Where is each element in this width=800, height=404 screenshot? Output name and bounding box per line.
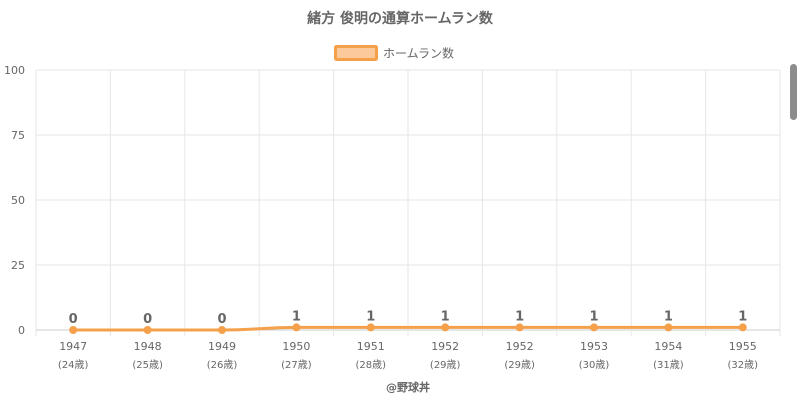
- data-point[interactable]: [515, 323, 524, 332]
- y-tick-label: 25: [11, 259, 25, 272]
- x-tick-label: 1949: [208, 340, 236, 353]
- legend[interactable]: ホームラン数: [334, 45, 455, 61]
- x-axis-ticks: 1947 (24歳) 1948 (25歳) 1949 (26歳) 1950 (27歳) 1951…: [58, 340, 758, 371]
- data-label: 1: [515, 309, 524, 324]
- x-tick-sublabel: (30歳): [579, 359, 610, 371]
- data-point[interactable]: [218, 326, 226, 334]
- data-label: 1: [589, 309, 598, 324]
- y-tick-label: 0: [18, 324, 25, 337]
- legend-swatch: [334, 45, 378, 61]
- credit-text: @野球丼: [386, 380, 430, 394]
- data-labels: 0 0 0 1 1 1 1 1 1 1: [69, 309, 748, 327]
- data-label: 0: [217, 312, 226, 327]
- legend-label: ホームラン数: [383, 46, 454, 61]
- y-tick-label: 100: [4, 64, 25, 77]
- x-tick-label: 1955: [729, 340, 757, 353]
- series-line: [71, 325, 745, 332]
- data-point[interactable]: [143, 326, 152, 334]
- x-tick-sublabel: (29歳): [430, 359, 461, 371]
- data-label: 1: [292, 309, 301, 324]
- data-label: 1: [738, 309, 747, 324]
- x-tick-sublabel: (29歳): [504, 359, 535, 371]
- x-tick-sublabel: (26歳): [207, 359, 238, 371]
- data-label: 1: [366, 309, 375, 324]
- x-tick-label: 1953: [580, 340, 608, 353]
- x-tick-sublabel: (28歳): [356, 359, 387, 371]
- y-tick-label: 75: [11, 129, 25, 142]
- x-tick-sublabel: (27歳): [281, 359, 312, 371]
- x-tick-label: 1947: [59, 340, 87, 353]
- x-tick-sublabel: (32歳): [728, 359, 759, 371]
- data-point[interactable]: [366, 323, 375, 332]
- data-point[interactable]: [738, 323, 747, 332]
- x-tick-sublabel: (31歳): [653, 359, 684, 371]
- x-tick-label: 1952: [506, 340, 534, 353]
- data-label: 0: [69, 312, 78, 327]
- series-home-runs: [69, 323, 747, 334]
- data-point[interactable]: [292, 323, 301, 332]
- data-point[interactable]: [441, 323, 450, 332]
- data-point[interactable]: [69, 326, 78, 334]
- data-label: 0: [143, 312, 152, 327]
- scrollbar-thumb[interactable]: [790, 64, 797, 120]
- x-tick-label: 1950: [282, 340, 310, 353]
- y-tick-label: 50: [11, 194, 25, 207]
- chart-title: 緒方 俊明の通算ホームラン数: [307, 10, 494, 27]
- x-tick-label: 1948: [134, 340, 162, 353]
- x-tick-sublabel: (25歳): [132, 359, 163, 371]
- grid: [35, 69, 781, 336]
- data-label: 1: [441, 309, 450, 324]
- x-tick-label: 1952: [431, 340, 459, 353]
- x-tick-label: 1951: [357, 340, 385, 353]
- data-point[interactable]: [590, 323, 598, 332]
- y-axis-ticks: 0 25 50 75 100: [4, 64, 25, 337]
- data-point[interactable]: [664, 323, 673, 332]
- x-tick-sublabel: (24歳): [58, 359, 89, 371]
- x-tick-label: 1954: [654, 340, 682, 353]
- data-label: 1: [664, 309, 673, 324]
